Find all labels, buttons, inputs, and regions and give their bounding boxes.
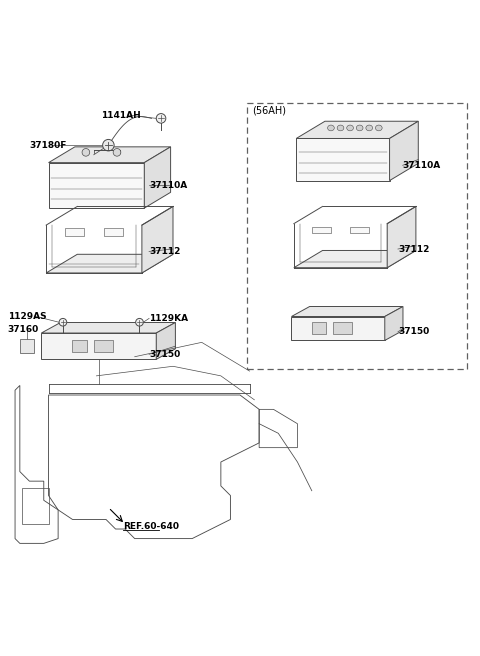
Text: 37112: 37112 <box>149 247 180 256</box>
Polygon shape <box>156 323 175 359</box>
FancyBboxPatch shape <box>20 339 34 354</box>
Ellipse shape <box>327 125 334 131</box>
Bar <box>94 340 113 352</box>
Text: 37150: 37150 <box>398 327 429 337</box>
Circle shape <box>59 318 67 326</box>
Polygon shape <box>294 251 416 268</box>
Polygon shape <box>41 333 156 359</box>
Text: REF.60-640: REF.60-640 <box>123 522 179 531</box>
Text: 37160: 37160 <box>8 325 39 334</box>
Polygon shape <box>46 255 173 273</box>
Polygon shape <box>291 316 385 340</box>
Ellipse shape <box>347 125 353 131</box>
Text: 37150: 37150 <box>149 350 180 359</box>
Text: 37112: 37112 <box>398 245 429 253</box>
Text: 1141AH: 1141AH <box>101 110 141 119</box>
Ellipse shape <box>366 125 372 131</box>
Polygon shape <box>48 163 144 208</box>
Circle shape <box>82 148 90 156</box>
Text: 1129AS: 1129AS <box>8 312 47 321</box>
Circle shape <box>156 113 166 123</box>
Bar <box>72 340 87 352</box>
Text: 37110A: 37110A <box>149 181 187 190</box>
Text: 1129KA: 1129KA <box>149 314 188 323</box>
Bar <box>312 323 326 335</box>
Polygon shape <box>296 138 390 180</box>
Bar <box>333 323 352 335</box>
Circle shape <box>113 148 121 156</box>
Polygon shape <box>385 306 403 340</box>
Polygon shape <box>48 147 170 163</box>
Polygon shape <box>291 306 403 316</box>
Bar <box>65 228 84 236</box>
Polygon shape <box>387 207 416 268</box>
Text: 37110A: 37110A <box>403 161 441 170</box>
Bar <box>22 488 48 524</box>
Bar <box>104 228 123 236</box>
Bar <box>312 226 331 234</box>
Ellipse shape <box>375 125 382 131</box>
Bar <box>247 103 468 369</box>
Ellipse shape <box>337 125 344 131</box>
Ellipse shape <box>356 125 363 131</box>
Polygon shape <box>41 323 175 333</box>
Bar <box>350 226 369 234</box>
Circle shape <box>103 140 114 151</box>
Polygon shape <box>144 147 170 208</box>
Polygon shape <box>142 207 173 273</box>
Text: (56AH): (56AH) <box>252 105 286 115</box>
Text: 37180F: 37180F <box>29 140 67 150</box>
Circle shape <box>136 318 144 326</box>
Polygon shape <box>390 121 418 180</box>
Polygon shape <box>296 121 418 138</box>
